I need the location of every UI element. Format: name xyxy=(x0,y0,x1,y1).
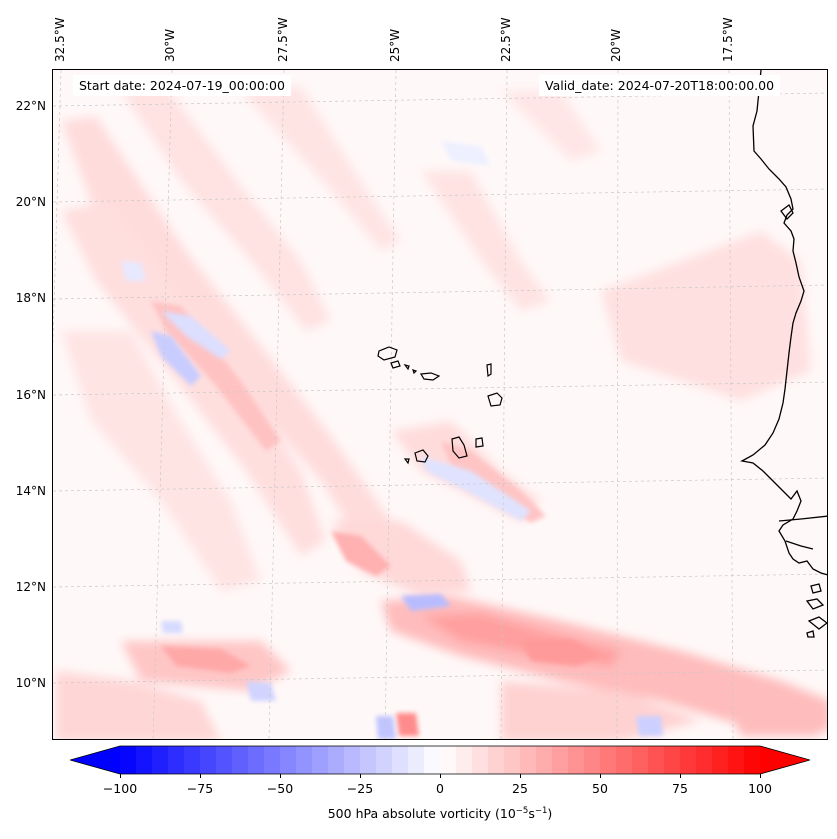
colorbar-tick-mark xyxy=(280,774,281,778)
lon-label: 22.5°W xyxy=(499,17,513,62)
lon-label: 25°W xyxy=(388,28,402,62)
colorbar-cell xyxy=(328,746,345,774)
colorbar-cell xyxy=(440,746,457,774)
colorbar-cell xyxy=(424,746,441,774)
colorbar xyxy=(70,745,810,775)
colorbar-tick-label: 0 xyxy=(436,781,444,796)
colorbar-cell xyxy=(408,746,425,774)
lon-label: 17.5°W xyxy=(721,17,735,62)
colorbar-cell xyxy=(536,746,553,774)
colorbar-cell xyxy=(680,746,697,774)
colorbar-tick-label: 75 xyxy=(672,781,688,796)
colorbar-cell xyxy=(584,746,601,774)
colorbar-tick-mark xyxy=(200,774,201,778)
colorbar-cell xyxy=(232,746,249,774)
valid-date-label: Valid_date: 2024-07-20T18:00:00.00 xyxy=(539,75,781,96)
lon-label: 20°W xyxy=(609,28,623,62)
colorbar-cell xyxy=(136,746,153,774)
colorbar-cell xyxy=(344,746,361,774)
southern-vorticity-band xyxy=(56,596,827,739)
colorbar-tick-label: −75 xyxy=(186,781,214,796)
colorbar-cell xyxy=(248,746,265,774)
colorbar-cell xyxy=(472,746,489,774)
colorbar-cell xyxy=(600,746,617,774)
colorbar-tick-mark xyxy=(680,774,681,778)
colorbar-tick-label: −50 xyxy=(266,781,294,796)
colorbar-tick-label: 100 xyxy=(748,781,772,796)
colorbar-cell xyxy=(360,746,377,774)
colorbar-cell xyxy=(632,746,649,774)
lat-label: 14°N xyxy=(15,484,46,498)
cabo-verde-islands xyxy=(377,346,503,465)
strong-vorticity-streaks xyxy=(151,301,601,736)
colorbar-cell xyxy=(456,746,473,774)
map-panel[interactable] xyxy=(52,69,828,740)
colorbar-cell xyxy=(168,746,185,774)
colorbar-cell xyxy=(264,746,281,774)
colorbar-tick-mark xyxy=(600,774,601,778)
colorbar-tick-mark xyxy=(520,774,521,778)
african-coastline xyxy=(740,70,827,638)
colorbar-cell xyxy=(184,746,201,774)
colorbar-extend-high xyxy=(760,746,810,774)
lat-label: 16°N xyxy=(15,388,46,402)
colorbar-cell xyxy=(504,746,521,774)
negative-vorticity-patches xyxy=(121,141,663,739)
lat-label: 18°N xyxy=(15,291,46,305)
colorbar-tick-mark xyxy=(760,774,761,778)
colorbar-tick-mark xyxy=(440,774,441,778)
colorbar-cell xyxy=(696,746,713,774)
colorbar-cell xyxy=(392,746,409,774)
colorbar-label: 500 hPa absolute vorticity (10−5s−1) xyxy=(327,806,553,822)
colorbar-cell xyxy=(744,746,761,774)
colorbar-cell xyxy=(728,746,745,774)
colorbar-cell xyxy=(216,746,233,774)
colorbar-cell xyxy=(120,746,137,774)
colorbar-cell xyxy=(712,746,729,774)
lat-label: 22°N xyxy=(15,99,46,113)
colorbar-cell xyxy=(568,746,585,774)
colorbar-cell xyxy=(152,746,169,774)
lat-label: 20°N xyxy=(15,195,46,209)
colorbar-tick-mark xyxy=(120,774,121,778)
lon-label: 30°W xyxy=(163,28,177,62)
graticule xyxy=(53,70,827,739)
colorbar-tick-label: 25 xyxy=(512,781,528,796)
start-date-label: Start date: 2024-07-19_00:00:00 xyxy=(73,75,291,96)
colorbar-tick-label: −25 xyxy=(346,781,374,796)
vorticity-field xyxy=(53,70,827,739)
colorbar-cell xyxy=(648,746,665,774)
colorbar-cell xyxy=(488,746,505,774)
lat-label: 10°N xyxy=(15,676,46,690)
colorbar-cell xyxy=(280,746,297,774)
lon-label: 27.5°W xyxy=(276,17,290,62)
colorbar-cell xyxy=(376,746,393,774)
colorbar-cell xyxy=(552,746,569,774)
colorbar-cell xyxy=(312,746,329,774)
colorbar-extend-low xyxy=(70,746,120,774)
colorbar-cell xyxy=(520,746,537,774)
colorbar-cell xyxy=(664,746,681,774)
colorbar-tick-label: 50 xyxy=(592,781,608,796)
colorbar-tick-mark xyxy=(360,774,361,778)
colorbar-cell xyxy=(616,746,633,774)
colorbar-tick-label: −100 xyxy=(102,781,138,796)
colorbar-cell xyxy=(200,746,217,774)
lat-label: 12°N xyxy=(15,580,46,594)
colorbar-cell xyxy=(296,746,313,774)
lon-label: 32.5°W xyxy=(53,17,67,62)
